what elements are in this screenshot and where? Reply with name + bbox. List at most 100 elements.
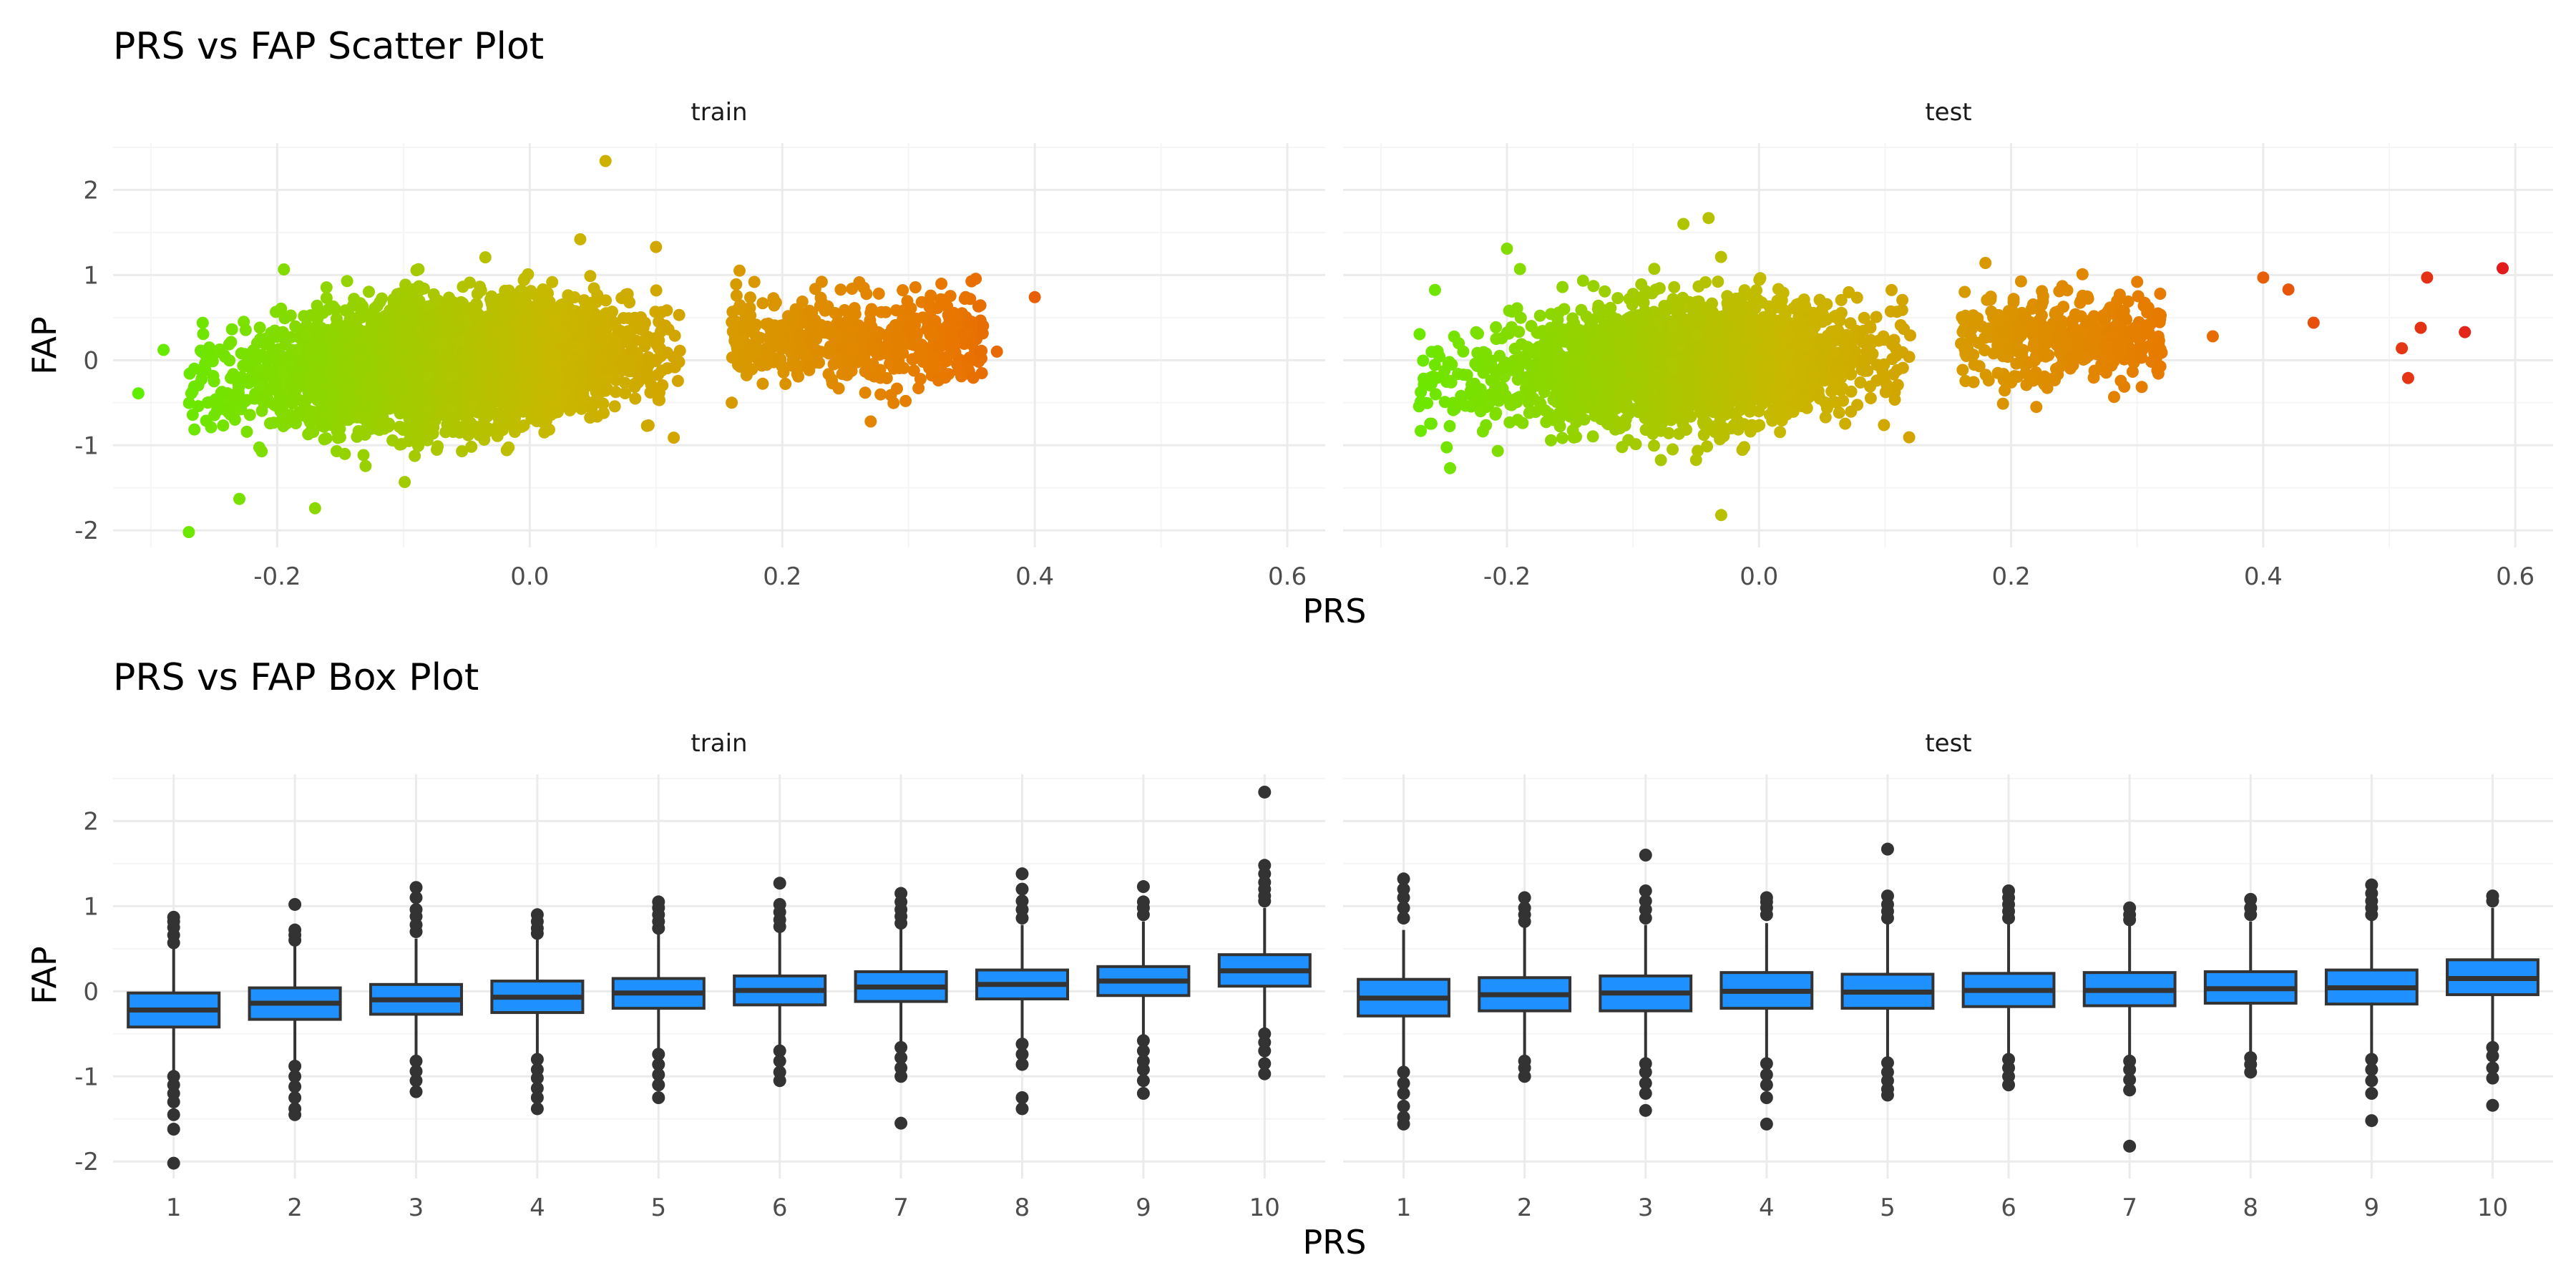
scatter-point (1697, 429, 1710, 441)
scatter-point (495, 392, 508, 405)
scatter-point (265, 368, 278, 380)
scatter-point (365, 331, 378, 344)
scatter-point (395, 309, 408, 322)
scatter-point (412, 439, 424, 452)
scatter-point (348, 293, 361, 306)
scatter-point (338, 373, 351, 386)
scatter-point (412, 394, 425, 407)
scatter-strip-test: test (1925, 98, 1971, 127)
scatter-point (608, 400, 621, 413)
scatter-point (942, 308, 955, 321)
scatter-point (1028, 291, 1041, 303)
scatter-point (200, 414, 213, 427)
scatter-point (275, 302, 288, 315)
scatter-point (300, 371, 313, 384)
scatter-point (444, 370, 457, 383)
scatter-point (623, 312, 635, 325)
scatter-point (629, 392, 642, 405)
scatter-point (224, 409, 237, 421)
scatter-point (748, 275, 761, 288)
scatter-point (838, 304, 851, 316)
scatter-point (793, 328, 806, 341)
scatter-point (859, 386, 872, 399)
scatter-point (207, 370, 220, 382)
scatter-point (737, 321, 750, 333)
scatter-point (730, 278, 743, 291)
scatter-point (655, 364, 668, 377)
scatter-point (889, 319, 902, 331)
scatter-point (330, 313, 343, 325)
scatter-point (342, 414, 355, 426)
scatter-point (779, 378, 792, 390)
scatter-point (479, 411, 492, 424)
scatter-point (915, 350, 928, 363)
scatter-point (756, 297, 769, 310)
scatter-point (829, 335, 841, 348)
scatter-point (806, 329, 819, 341)
scatter-point (381, 331, 394, 343)
scatter-point (157, 343, 170, 356)
scatter-point (816, 296, 829, 309)
scatter-point (726, 325, 739, 338)
scatter-point (291, 343, 304, 356)
scatter-point (597, 406, 610, 419)
scatter-point (529, 335, 542, 348)
scatter-point (257, 393, 270, 406)
scatter-point (393, 384, 406, 396)
scatter-strip-train: train (691, 98, 747, 127)
scatter-point (793, 347, 806, 360)
scatter-point (891, 330, 904, 343)
scatter-point (756, 377, 769, 390)
scatter-point (546, 275, 559, 288)
scatter-point (441, 328, 454, 341)
scatter-point (904, 302, 917, 315)
scatter-point (902, 321, 915, 334)
scatter-point (642, 419, 655, 431)
scatter-point (398, 403, 411, 416)
scatter-point (357, 449, 370, 462)
scatter-point (474, 340, 487, 353)
scatter-point (909, 281, 922, 293)
scatter-point (387, 369, 400, 381)
scatter-point (431, 444, 443, 456)
scatter-point (479, 251, 492, 264)
scatter-point (619, 387, 631, 399)
scatter-point (912, 382, 925, 394)
scatter-point (320, 432, 333, 445)
scatter-point (308, 502, 321, 514)
scatter-point (411, 338, 424, 351)
scatter-point (333, 431, 346, 444)
scatter-point (637, 335, 650, 348)
scatter-point (446, 357, 459, 370)
scatter-point (351, 430, 364, 443)
scatter-point (508, 337, 521, 349)
scatter-point (767, 292, 780, 305)
scatter-point (668, 329, 681, 342)
scatter-point (479, 397, 492, 410)
scatter-point (502, 351, 514, 364)
scatter-point (239, 323, 252, 336)
scatter-point (363, 286, 375, 298)
scatter-point (622, 325, 635, 338)
scatter-point (726, 396, 738, 409)
scatter-point (853, 276, 866, 288)
scatter-point (320, 281, 333, 294)
scatter-point (197, 328, 210, 341)
scatter-point (421, 370, 434, 383)
scatter-point (518, 364, 531, 376)
scatter-point (584, 411, 597, 424)
scatter-point (338, 447, 351, 460)
scatter-point (513, 323, 526, 336)
scatter-point (498, 338, 510, 350)
scatter-point (376, 361, 389, 374)
scatter-panel-test: -0.2 0.0 0.2 0.4 0.6 (1343, 143, 2553, 591)
scatter-point (796, 296, 809, 308)
scatter-point (379, 345, 392, 358)
scatter-point (524, 351, 537, 364)
scatter-point (186, 385, 199, 398)
scatter-point (195, 364, 208, 377)
scatter-point (186, 409, 199, 421)
scatter-point (498, 327, 511, 340)
scatter-point (668, 431, 680, 444)
scatter-point (482, 422, 494, 435)
